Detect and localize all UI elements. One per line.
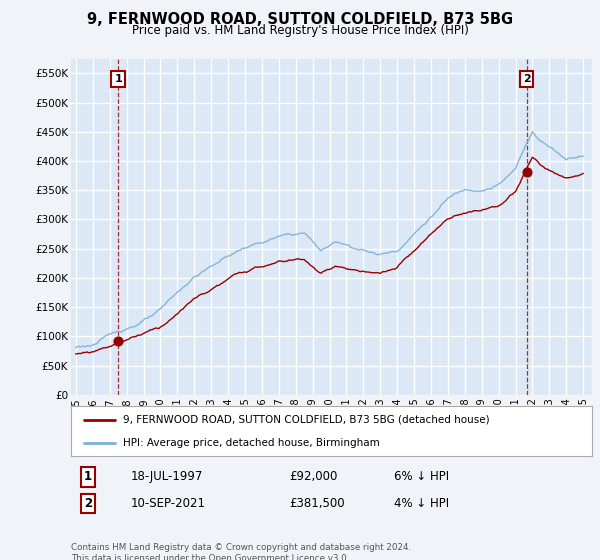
Text: 2: 2 — [84, 497, 92, 510]
Text: 18-JUL-1997: 18-JUL-1997 — [131, 470, 203, 483]
Point — [113, 337, 123, 346]
Text: 2: 2 — [523, 74, 530, 84]
Text: HPI: Average price, detached house, Birmingham: HPI: Average price, detached house, Birm… — [123, 438, 380, 448]
Point — [522, 167, 532, 176]
Text: Price paid vs. HM Land Registry's House Price Index (HPI): Price paid vs. HM Land Registry's House … — [131, 24, 469, 36]
Text: 1: 1 — [114, 74, 122, 84]
Text: 10-SEP-2021: 10-SEP-2021 — [131, 497, 206, 510]
Text: £381,500: £381,500 — [290, 497, 345, 510]
Text: 9, FERNWOOD ROAD, SUTTON COLDFIELD, B73 5BG (detached house): 9, FERNWOOD ROAD, SUTTON COLDFIELD, B73 … — [123, 414, 490, 424]
Text: Contains HM Land Registry data © Crown copyright and database right 2024.
This d: Contains HM Land Registry data © Crown c… — [71, 543, 411, 560]
Text: 1: 1 — [84, 470, 92, 483]
Text: 4% ↓ HPI: 4% ↓ HPI — [394, 497, 449, 510]
Text: £92,000: £92,000 — [290, 470, 338, 483]
Text: 6% ↓ HPI: 6% ↓ HPI — [394, 470, 449, 483]
Text: 9, FERNWOOD ROAD, SUTTON COLDFIELD, B73 5BG: 9, FERNWOOD ROAD, SUTTON COLDFIELD, B73 … — [87, 12, 513, 27]
